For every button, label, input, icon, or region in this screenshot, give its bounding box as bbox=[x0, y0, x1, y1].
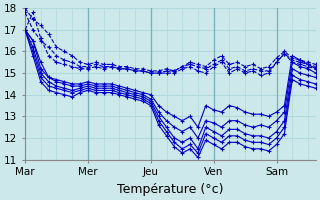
X-axis label: Température (°c): Température (°c) bbox=[117, 183, 224, 196]
